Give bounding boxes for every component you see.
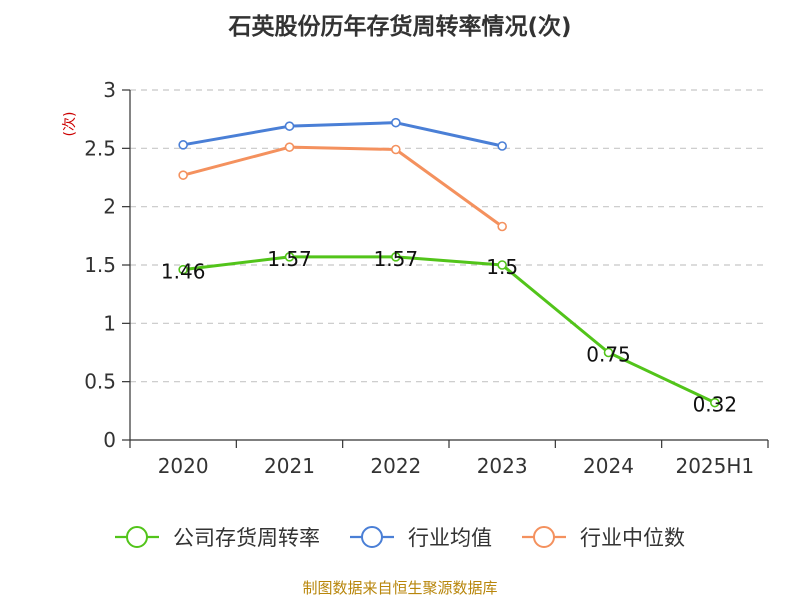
- data-labels: 1.46 1.57 1.57 1.5 0.75 0.32: [161, 247, 737, 417]
- point-2-2: [391, 144, 401, 155]
- point-1-0: [178, 140, 188, 150]
- point-0-5: [710, 397, 720, 408]
- x-tick-label-0: 2020: [158, 454, 209, 478]
- series-line-1: [182, 121, 503, 148]
- chart-title: 石英股份历年存货周转率情况(次): [227, 13, 571, 40]
- series-line-2: [182, 145, 504, 228]
- point-2-1: [284, 142, 295, 152]
- point-1-2: [391, 117, 401, 128]
- legend-item-1: 行业均值: [350, 526, 492, 550]
- point-2-3: [497, 221, 507, 232]
- y-tick-label-0: 0: [103, 428, 116, 452]
- data-label-0-3: 1.5: [486, 255, 518, 279]
- legend-marker-0: [126, 526, 148, 548]
- legend-label-1: 行业均值: [408, 526, 492, 550]
- point-0-2: [391, 252, 401, 262]
- data-label-0-0: 1.46: [161, 260, 206, 284]
- legend: 公司存货周转率 行业均值 行业中位数: [115, 526, 685, 550]
- point-0-4: [603, 347, 614, 358]
- series-line-0: [182, 255, 716, 405]
- y-tick-label-1: 0.5: [84, 370, 116, 394]
- x-tick-label-4: 2024: [583, 454, 634, 478]
- x-tick-label-2: 2022: [370, 454, 421, 478]
- x-tick-label-1: 2021: [264, 454, 315, 478]
- data-label-0-2: 1.57: [374, 247, 419, 271]
- legend-item-0: 公司存货周转率: [115, 526, 320, 550]
- point-2-0: [178, 170, 188, 180]
- y-tick-label-5: 2.5: [84, 136, 116, 160]
- y-tick-label-4: 2: [103, 195, 116, 219]
- data-label-0-1: 1.57: [267, 247, 312, 271]
- point-0-0: [178, 264, 188, 275]
- x-tick-label-5: 2025H1: [675, 454, 754, 478]
- source-note: 制图数据来自恒生聚源数据库: [302, 579, 497, 597]
- legend-label-2: 行业中位数: [580, 526, 685, 550]
- axes: 0 0.5 1 1.5 2 2.5 3 2020 2021 2022 2023 2024 2025H1: [84, 78, 769, 478]
- legend-marker-1: [361, 526, 383, 548]
- y-tick-label-6: 3: [103, 78, 116, 102]
- point-0-3: [497, 260, 507, 270]
- data-label-0-4: 0.75: [586, 343, 631, 367]
- y-axis-label: (次): [62, 112, 78, 137]
- series-layer: [178, 117, 720, 408]
- point-1-3: [497, 141, 507, 151]
- grid-lines: [130, 89, 768, 383]
- legend-label-0: 公司存货周转率: [173, 526, 320, 550]
- y-tick-label-2: 1: [103, 311, 116, 335]
- data-label-0-5: 0.32: [693, 393, 738, 417]
- x-tick-label-3: 2023: [477, 454, 528, 478]
- point-1-1: [284, 121, 295, 131]
- legend-item-2: 行业中位数: [522, 526, 685, 550]
- point-0-1: [284, 252, 295, 262]
- legend-marker-2: [533, 526, 555, 548]
- y-tick-label-3: 1.5: [84, 253, 116, 277]
